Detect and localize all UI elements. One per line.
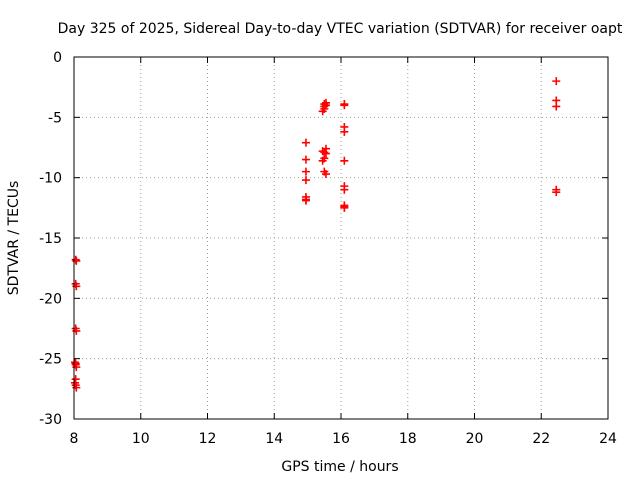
data-point [552, 102, 561, 111]
y-tick-label: -10 [39, 171, 62, 187]
x-tick-label: 16 [332, 431, 350, 447]
y-tick-label: 0 [53, 50, 62, 66]
data-point [340, 101, 349, 110]
y-tick-label: -30 [39, 412, 62, 428]
x-tick-label: 12 [199, 431, 217, 447]
x-tick-label: 14 [265, 431, 283, 447]
data-points [71, 77, 561, 392]
x-axis-label: GPS time / hours [281, 459, 398, 475]
y-tick-label: -15 [39, 231, 62, 247]
x-tick-label: 18 [399, 431, 417, 447]
data-point [321, 170, 330, 179]
x-tick-label: 20 [466, 431, 484, 447]
y-tick-label: -20 [39, 291, 62, 307]
x-tick-label: 10 [132, 431, 150, 447]
data-point [320, 102, 329, 111]
x-tick-label: 24 [599, 431, 617, 447]
data-point [552, 77, 561, 86]
data-point [552, 188, 561, 197]
data-point [301, 138, 310, 147]
data-point [301, 196, 310, 205]
data-point [301, 155, 310, 164]
y-axis-label: SDTVAR / TECUs [6, 181, 22, 296]
x-tick-label: 22 [532, 431, 550, 447]
data-point [340, 202, 349, 211]
data-point [318, 156, 327, 165]
data-point [321, 98, 330, 107]
grid-lines [74, 57, 608, 419]
data-point [71, 359, 80, 368]
y-tick-label: -5 [48, 110, 62, 126]
data-point [340, 127, 349, 136]
axis-ticks [73, 56, 609, 420]
tick-labels: 8 10 12 14 16 18 20 22 24 0 -5 -10 -15 -20 -25 -30 [39, 50, 617, 447]
data-point [301, 167, 310, 176]
data-point [340, 185, 349, 194]
data-point [301, 176, 310, 185]
chart-title: Day 325 of 2025, Sidereal Day-to-day VTE… [58, 21, 623, 37]
y-tick-label: -25 [39, 352, 62, 368]
data-point [321, 149, 330, 158]
data-point [340, 156, 349, 165]
x-tick-label: 8 [70, 431, 79, 447]
